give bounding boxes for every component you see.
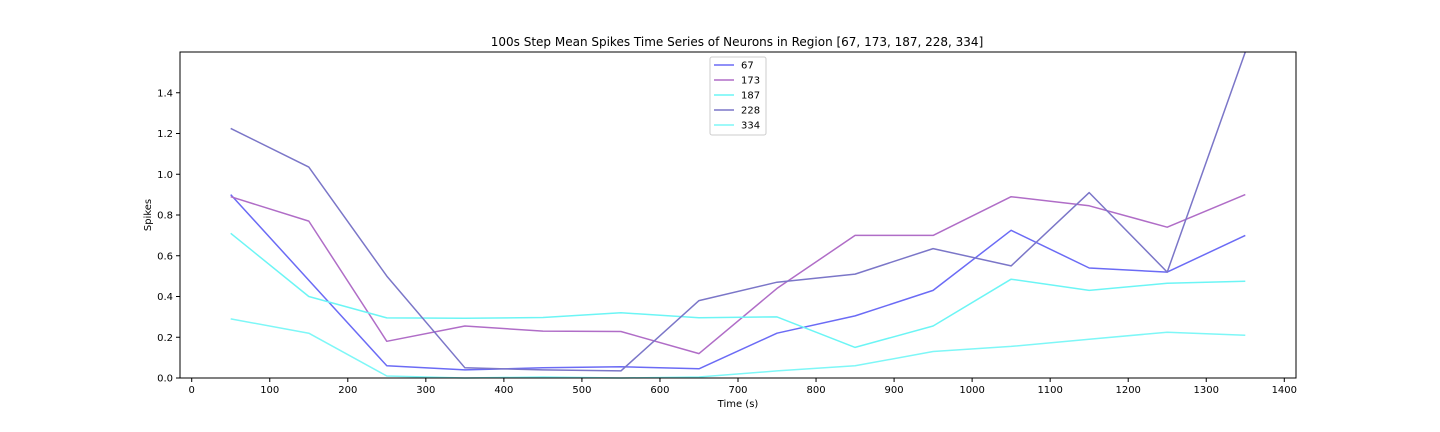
- legend-label: 173: [741, 76, 760, 87]
- x-tick-label: 400: [494, 385, 513, 396]
- x-axis-label: Time (s): [717, 399, 759, 410]
- y-tick-label: 0.6: [157, 251, 173, 262]
- y-tick-label: 0.2: [157, 333, 173, 344]
- x-tick-label: 100: [260, 385, 279, 396]
- x-tick-label: 800: [806, 385, 825, 396]
- x-tick-label: 500: [572, 385, 591, 396]
- series-line-228: [230, 51, 1247, 372]
- legend-box: [709, 56, 767, 136]
- series-layer: [230, 51, 1247, 379]
- y-tick-label: 0.4: [157, 292, 173, 303]
- series-line-187: [230, 232, 1246, 349]
- y-tick-label: 1.0: [157, 170, 173, 181]
- y-tick-label: 0.0: [157, 374, 173, 385]
- series-line-334: [230, 318, 1246, 379]
- y-axis-label: Spikes: [143, 199, 154, 231]
- legend-label: 187: [741, 91, 760, 102]
- series-line-67: [230, 194, 1246, 371]
- series-line-173: [230, 193, 1246, 355]
- legend-label: 334: [741, 121, 760, 132]
- x-tick-label: 1000: [959, 385, 984, 396]
- legend-label: 228: [741, 106, 760, 117]
- y-axis: 0.0 0.2 0.4 0.6 0.8 1.0 1.2 1.4: [157, 88, 180, 385]
- x-axis: 0 100 200 300 400 500 600 700 800 900 1000 1100 1200…: [189, 378, 1297, 396]
- legend: 67 173 187 228 334: [709, 56, 767, 136]
- x-tick-label: 900: [885, 385, 904, 396]
- x-tick-label: 200: [338, 385, 357, 396]
- x-tick-label: 600: [650, 385, 669, 396]
- y-tick-label: 1.2: [157, 129, 173, 140]
- x-tick-label: 1100: [1037, 385, 1062, 396]
- x-tick-label: 1400: [1272, 385, 1297, 396]
- x-tick-label: 700: [728, 385, 747, 396]
- x-tick-label: 1300: [1194, 385, 1219, 396]
- x-tick-label: 1200: [1115, 385, 1140, 396]
- y-tick-label: 0.8: [157, 211, 173, 222]
- x-tick-label: 0: [189, 385, 195, 396]
- chart-title: 100s Step Mean Spikes Time Series of Neu…: [491, 35, 984, 49]
- x-tick-label: 300: [416, 385, 435, 396]
- legend-label: 67: [741, 61, 754, 72]
- y-tick-label: 1.4: [157, 88, 173, 99]
